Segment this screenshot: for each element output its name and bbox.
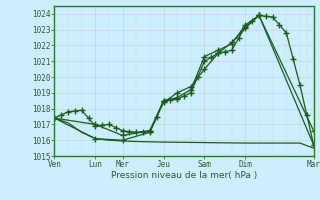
X-axis label: Pression niveau de la mer( hPa ): Pression niveau de la mer( hPa ): [111, 171, 257, 180]
